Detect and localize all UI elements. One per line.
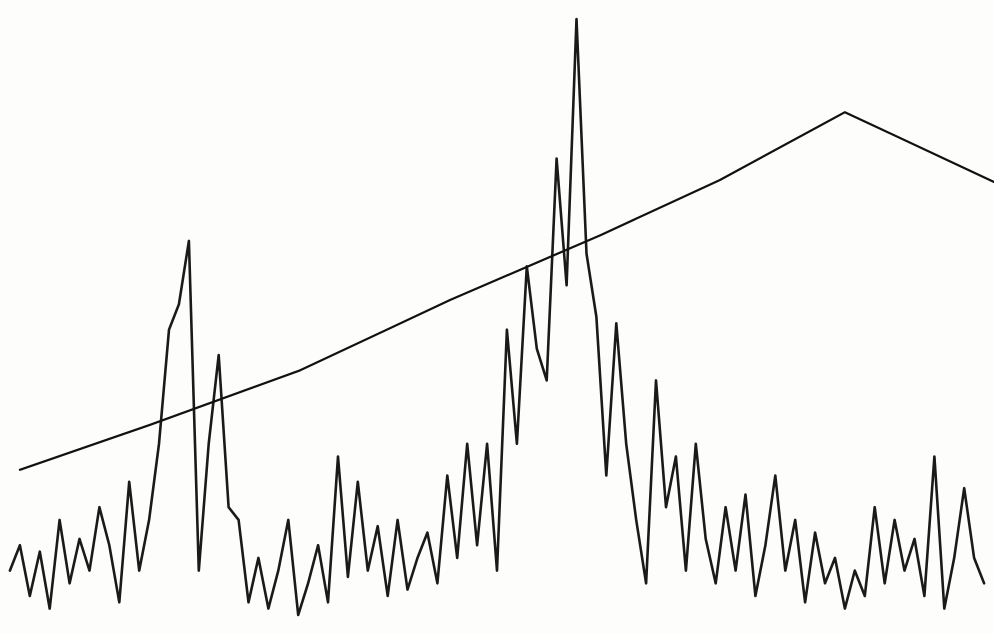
line-series <box>18 111 994 471</box>
line-series <box>8 17 986 617</box>
